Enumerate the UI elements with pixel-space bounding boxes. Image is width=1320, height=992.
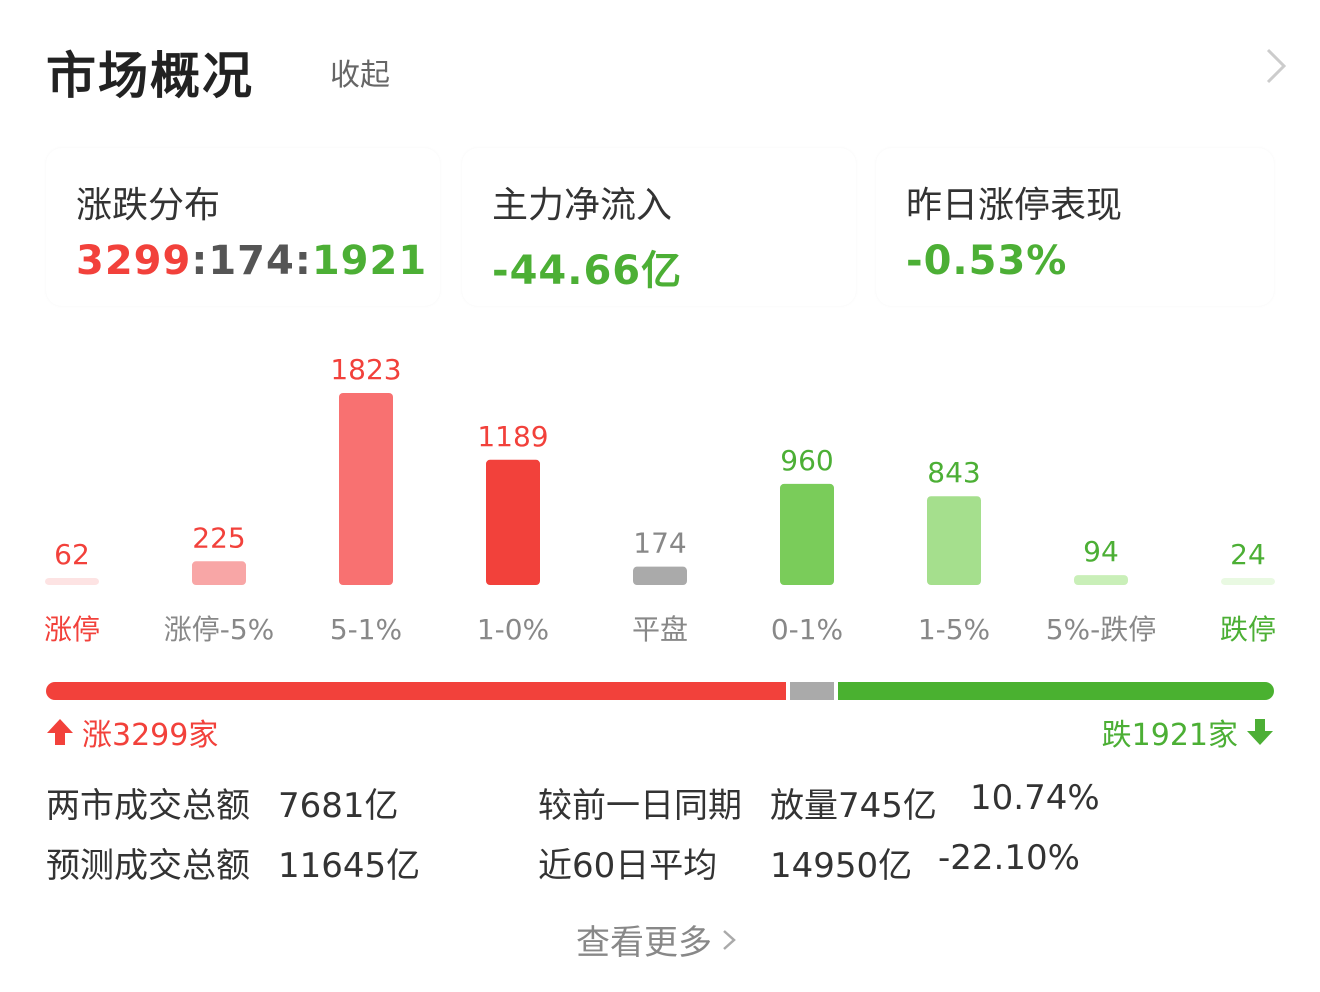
limit-up-performance-value: -0.53% [906,238,1068,284]
bar-category-label: 5%-跌停 [1046,613,1157,646]
forecast-turnover-label: 预测成交总额 [46,846,250,886]
flat-bar [790,682,834,700]
advance-bar [46,682,786,700]
bar-limit-up [45,578,99,585]
card-label: 涨跌分布 [76,185,221,226]
avg-60d-label: 近60日平均 [538,846,718,886]
distribution-bar-chart: 62 涨停 225 涨停-5% 1823 5-1% 1189 1-0% 174 平盘 960 0-1%… [44,353,1276,646]
chevron-right-icon[interactable] [1256,44,1296,88]
bar-category-label: 涨停-5% [164,613,275,646]
page-title: 市场概况 [46,47,254,105]
decline-summary-label: 跌1921家 [1101,718,1238,753]
compare-label: 较前一日同期 [538,786,742,826]
bar-flat [633,566,687,585]
advance-count: 3299 [76,238,192,284]
card-advance-decline[interactable]: 涨跌分布 3299:174:1921 [46,148,440,306]
bar-5-to-1 [339,393,393,585]
bar-limit-down [1221,578,1275,585]
bar-category-label: 跌停 [1220,613,1276,646]
card-label: 昨日涨停表现 [906,185,1123,226]
bar-value-label: 960 [780,444,833,477]
advance-decline-value: 3299:174:1921 [76,238,427,284]
decline-bar [838,682,1274,700]
bar-category-label: 1-5% [918,613,990,646]
bar-value-label: 1823 [330,353,401,386]
forecast-turnover-value: 11645亿 [278,846,421,886]
separator: : [294,238,312,284]
bar-category-label: 涨停 [44,613,100,646]
bar-value-label: 174 [633,527,686,560]
bar-0-to-1 [780,483,834,585]
bar-value-label: 62 [54,538,90,571]
bar-value-label: 843 [927,456,980,489]
bar-1-to-5 [927,496,981,585]
bar-1-to-0 [486,459,540,585]
bar-value-label: 94 [1083,535,1119,568]
bar-category-label: 平盘 [632,613,688,646]
bar-category-label: 5-1% [330,613,402,646]
view-more-button[interactable]: 查看更多 [576,915,740,964]
bar-category-label: 0-1% [771,613,843,646]
bar-5-to-limit-down [1074,575,1128,585]
avg-60d-percent: -22.10% [938,838,1080,878]
compare-percent: 10.74% [970,778,1100,818]
chevron-right-icon [723,929,736,950]
arrow-down-icon [1247,719,1273,745]
arrow-up-icon [47,719,73,745]
separator: : [191,238,209,284]
bar-value-label: 24 [1230,538,1266,571]
bar-category-label: 1-0% [477,613,549,646]
total-turnover-value: 7681亿 [278,786,399,826]
advance-summary-label: 涨3299家 [82,718,219,753]
flat-count: 174 [208,238,295,284]
card-main-inflow[interactable]: 主力净流入 -44.66亿 [462,148,856,306]
compare-value: 放量745亿 [770,786,937,826]
collapse-button[interactable]: 收起 [330,58,390,93]
bar-limit-up-to-5 [192,561,246,585]
decline-count: 1921 [311,238,428,284]
avg-60d-value: 14950亿 [770,846,913,886]
advance-summary: 涨3299家 [46,710,218,754]
total-turnover-label: 两市成交总额 [46,786,250,826]
bar-value-label: 1189 [477,420,548,453]
view-more-label: 查看更多 [576,923,712,963]
decline-summary: 跌1921家 [1102,710,1274,754]
main-inflow-value: -44.66亿 [492,248,683,294]
card-limit-up-performance[interactable]: 昨日涨停表现 -0.53% [876,148,1274,306]
card-label: 主力净流入 [492,185,673,226]
bar-value-label: 225 [192,521,245,554]
